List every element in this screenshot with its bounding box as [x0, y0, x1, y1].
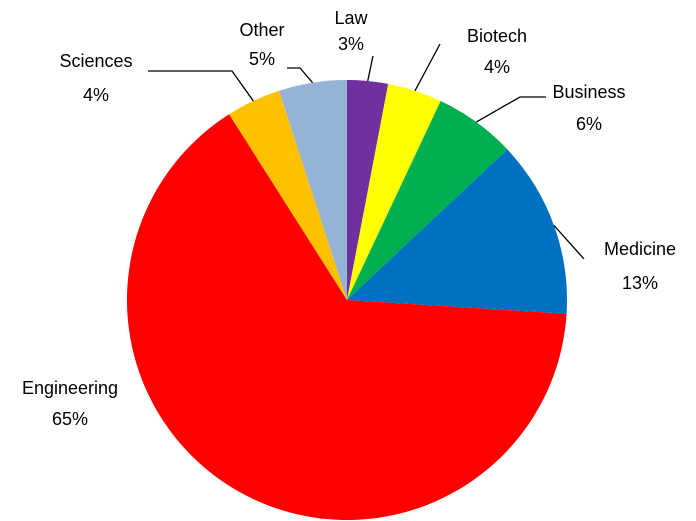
category-label: Sciences: [59, 51, 132, 71]
leader-line: [287, 67, 314, 84]
pie-slice: [347, 100, 508, 300]
value-label: 6%: [576, 114, 602, 134]
pie-slice: [229, 90, 347, 300]
pie-slice: [347, 80, 389, 300]
pie-slice: [347, 149, 567, 314]
category-label: Engineering: [22, 378, 118, 398]
category-label: Law: [334, 8, 368, 28]
value-label: 4%: [484, 57, 510, 77]
category-label: Medicine: [604, 239, 676, 259]
category-label: Business: [552, 82, 625, 102]
category-label: Biotech: [467, 26, 527, 46]
leader-line: [475, 96, 546, 123]
value-label: 13%: [622, 273, 658, 293]
leader-line: [148, 70, 254, 102]
pie-slice: [126, 114, 567, 521]
leader-line: [553, 225, 585, 260]
value-label: 5%: [249, 49, 275, 69]
value-label: 65%: [52, 409, 88, 429]
value-label: 4%: [83, 85, 109, 105]
leader-line: [414, 43, 441, 92]
pie-slice: [279, 80, 347, 300]
pie-slice: [347, 83, 441, 300]
value-label: 3%: [338, 34, 364, 54]
category-label: Other: [239, 20, 284, 40]
leader-line: [367, 55, 374, 82]
